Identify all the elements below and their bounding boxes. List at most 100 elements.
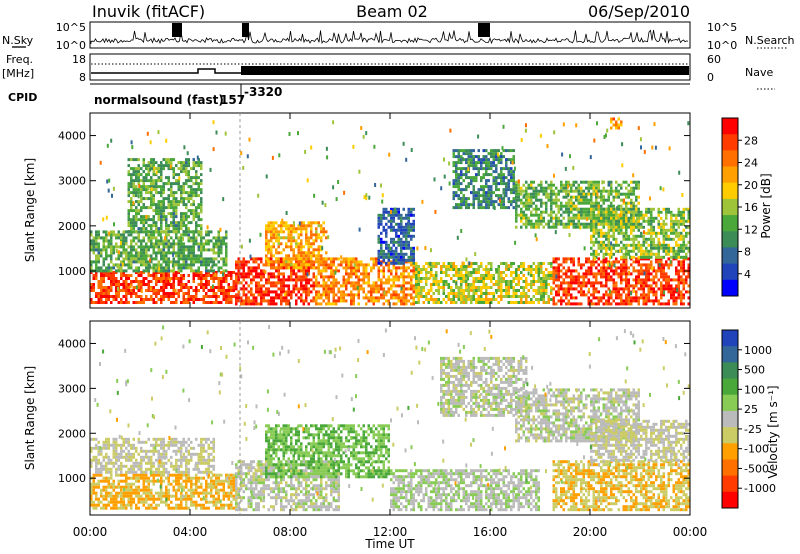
power-cell <box>492 158 495 162</box>
power-cell <box>592 189 595 193</box>
power-cell <box>280 221 283 225</box>
power-cell <box>585 201 588 205</box>
power-cell <box>635 186 638 190</box>
power-cell <box>192 274 195 277</box>
power-cell <box>412 272 415 276</box>
power-cell <box>292 257 295 261</box>
power-cell <box>222 263 225 267</box>
power-cell <box>560 284 563 288</box>
power-cell <box>632 243 635 247</box>
power-cell <box>552 222 555 226</box>
power-cell <box>332 257 335 261</box>
power-cell <box>100 301 103 304</box>
power-cell <box>502 149 505 153</box>
power-cell <box>670 290 673 294</box>
power-cell <box>102 295 105 298</box>
power-cell <box>605 284 608 288</box>
power-cell <box>537 183 540 187</box>
power-cell <box>655 269 658 273</box>
power-cell <box>327 293 330 297</box>
power-cell <box>625 249 628 253</box>
power-cell <box>442 298 445 301</box>
power-cell <box>150 185 153 189</box>
power-cell <box>182 248 185 252</box>
power-cell <box>582 263 585 267</box>
power-cell <box>582 210 585 214</box>
power-cell <box>655 293 658 297</box>
power-cell <box>472 161 475 165</box>
power-cell <box>615 272 618 276</box>
power-cell <box>610 204 613 208</box>
power-cell <box>437 298 440 301</box>
power-cell <box>195 269 198 273</box>
power-cell <box>195 164 198 168</box>
power-cell <box>525 192 528 196</box>
power-cell <box>140 218 143 222</box>
power-cell <box>257 266 260 270</box>
power-cell <box>627 299 630 303</box>
power-cell <box>182 266 185 270</box>
power-cell <box>315 278 318 282</box>
power-cell <box>140 215 143 219</box>
power-cell <box>107 242 110 246</box>
power-cell <box>562 299 565 303</box>
power-cell <box>150 194 153 198</box>
power-cell <box>622 243 625 247</box>
power-cell <box>317 221 320 225</box>
power-cell <box>665 260 668 264</box>
power-cell <box>635 183 638 187</box>
power-cell <box>625 252 628 256</box>
power-cell <box>250 272 253 276</box>
power-cell <box>257 290 260 294</box>
power-cell <box>400 255 403 259</box>
power-cell <box>282 278 285 282</box>
power-cell <box>300 284 303 288</box>
power-cell <box>177 227 180 231</box>
power-cell <box>345 257 348 261</box>
power-cell <box>155 206 158 210</box>
power-cell <box>175 292 178 295</box>
power-cell <box>532 277 535 280</box>
power-cell <box>402 263 405 267</box>
power-cell <box>132 280 135 283</box>
power-cell <box>292 278 295 282</box>
power-cell <box>557 204 560 208</box>
power-cell <box>540 216 543 220</box>
power-cell <box>300 221 303 225</box>
power-cell <box>160 191 163 195</box>
power-cell <box>180 236 183 240</box>
power-cell <box>325 290 328 294</box>
power-cell <box>420 295 423 298</box>
power-cell <box>200 164 203 168</box>
power-cell <box>167 295 170 298</box>
power-cell <box>615 210 618 214</box>
power-cell <box>372 284 375 288</box>
power-cell <box>145 179 148 183</box>
power-cell <box>602 231 605 235</box>
power-cell <box>582 189 585 193</box>
power-cell <box>272 302 275 306</box>
power-cell <box>615 290 618 294</box>
power-cell <box>435 283 438 286</box>
power-cell <box>170 158 173 162</box>
power-cell <box>395 261 398 265</box>
power-cell <box>342 284 345 288</box>
power-cell <box>280 257 283 261</box>
power-cell <box>525 292 528 295</box>
power-cell <box>167 227 170 231</box>
power-cell <box>347 278 350 282</box>
power-cell <box>127 266 130 270</box>
power-cell <box>260 293 263 297</box>
power-cell <box>637 186 640 190</box>
power-cell <box>637 275 640 279</box>
power-cell <box>185 206 188 210</box>
power-cell <box>152 182 155 186</box>
power-cell <box>130 224 133 228</box>
power-cell <box>355 257 358 261</box>
power-cell <box>570 278 573 282</box>
power-cell <box>357 296 360 300</box>
power-cell <box>382 240 385 244</box>
power-cell <box>595 255 598 259</box>
power-cell <box>277 260 280 264</box>
power-cell <box>155 242 158 246</box>
